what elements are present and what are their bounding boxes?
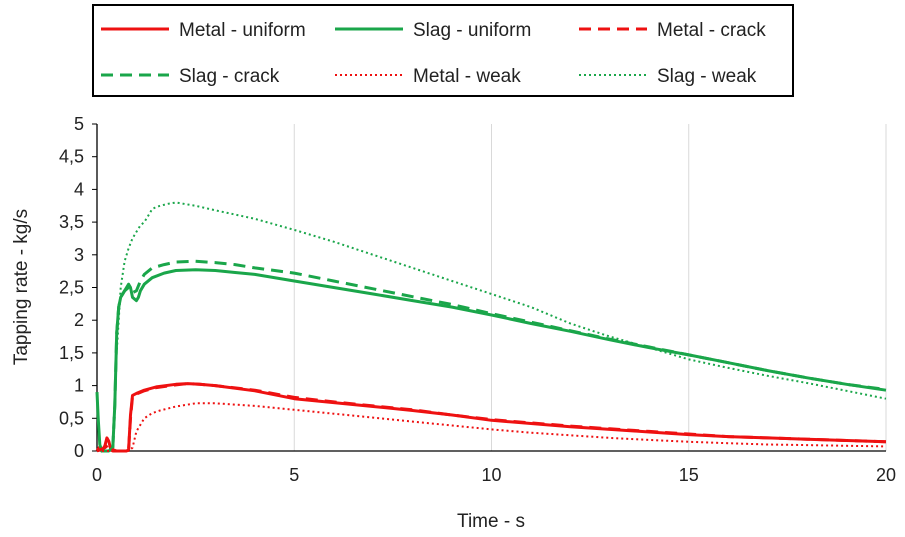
y-tick-label: 5 [74,114,84,134]
series-line-metal-crack [96,382,887,453]
y-tick-label: 4 [74,179,84,199]
x-axis-label: Time - s [457,511,525,532]
y-tick-label: 0 [74,441,84,461]
x-tick-label: 0 [92,465,102,485]
x-tick-label: 20 [876,465,896,485]
y-tick-label: 3,5 [59,212,84,232]
legend-label: Metal - weak [413,66,521,87]
y-tick-label: 3 [74,245,84,265]
axes [92,123,886,452]
series-line-slag-crack [111,259,887,448]
y-axis-label: Tapping rate - kg/s [11,209,32,365]
y-tick-label: 0,5 [59,408,84,428]
y-tick-label: 1 [74,376,84,396]
grid-lines [293,124,887,451]
legend-label: Metal - crack [657,20,766,41]
legend-box [92,4,794,97]
legend-label: Slag - weak [657,66,757,87]
y-tick-label: 1,5 [59,343,84,363]
legend-label: Metal - uniform [179,20,306,41]
x-tick-label: 5 [289,465,299,485]
legend: Metal - uniform Slag - uniform Metal - cra… [92,4,794,97]
x-tick-label: 15 [679,465,699,485]
legend-label: Slag - crack [179,66,280,87]
tick-labels: 0 0,5 1 1,5 2 2,5 3 3,5 4 4,5 5 0 5 10 15 20 [59,114,896,485]
y-tick-label: 4,5 [59,147,84,167]
y-tick-label: 2 [74,310,84,330]
y-tick-label: 2,5 [59,278,84,298]
series-layer [95,201,887,453]
legend-label: Slag - uniform [413,20,531,41]
series-line-metal-weak [97,402,887,452]
series-line-slag-weak [111,201,887,445]
x-tick-label: 10 [481,465,501,485]
